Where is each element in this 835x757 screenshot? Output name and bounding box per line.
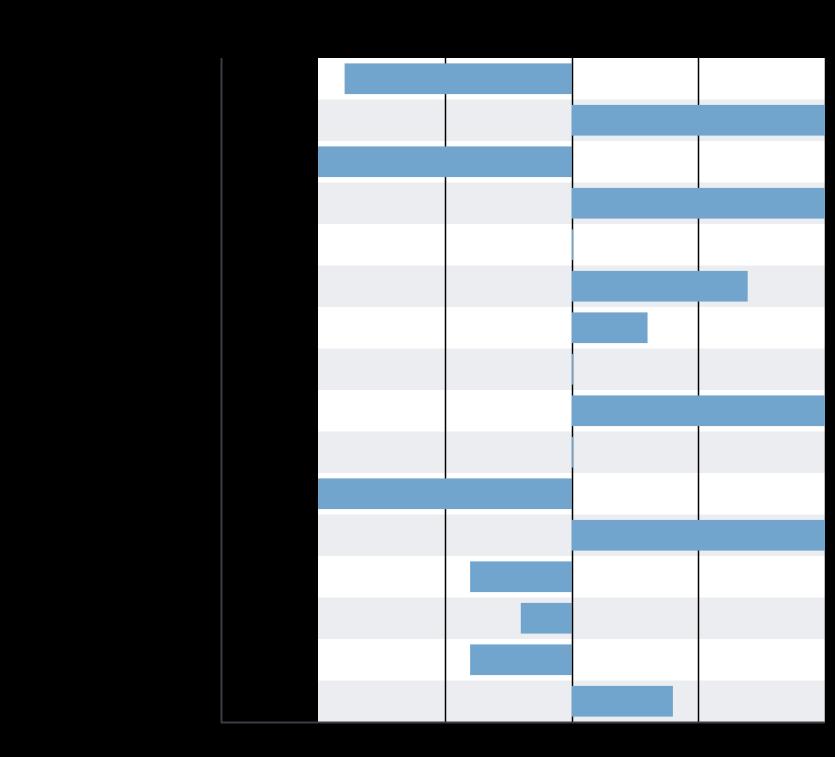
bar — [571, 436, 573, 468]
bar — [344, 63, 572, 95]
bar — [571, 353, 573, 385]
bars — [318, 63, 825, 717]
bar — [318, 478, 572, 510]
bar — [470, 561, 572, 593]
bar — [318, 146, 572, 178]
axis-frame — [220, 58, 825, 724]
bar — [571, 312, 648, 344]
bar — [571, 229, 573, 261]
bar — [571, 519, 825, 551]
bar — [571, 685, 673, 717]
bar — [470, 644, 572, 676]
bar — [520, 602, 572, 634]
bar — [571, 187, 825, 219]
bar — [571, 104, 825, 136]
bar — [571, 395, 825, 427]
bar — [571, 270, 748, 302]
